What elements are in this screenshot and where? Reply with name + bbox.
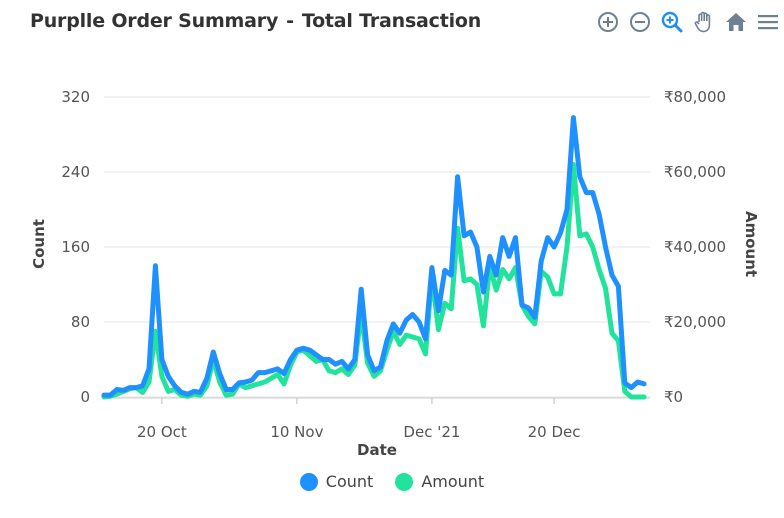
pan-hand-icon xyxy=(694,11,711,33)
x-axis: 20 Oct 10 Nov Dec '21 20 Dec xyxy=(104,397,650,441)
chart-toolbar xyxy=(594,8,782,36)
x-tick-label: Dec '21 xyxy=(403,423,460,441)
legend-item-count[interactable]: Count xyxy=(299,472,374,491)
x-tick-label: 20 Dec xyxy=(528,423,581,441)
y-right-tick-label: ₹80,000 xyxy=(664,88,726,106)
y-left-tick-label: 0 xyxy=(80,388,90,406)
chart-title: Purplle Order Summary - Total Transaction xyxy=(30,10,481,32)
zoom-out-icon xyxy=(630,12,650,32)
amount-series-line xyxy=(101,162,647,400)
y-right-tick-label: ₹0 xyxy=(664,388,683,406)
x-tick-label: 20 Oct xyxy=(137,423,187,441)
legend-item-amount[interactable]: Amount xyxy=(395,472,484,491)
y-right-tick-label: ₹40,000 xyxy=(664,238,726,256)
zoom-in-button[interactable] xyxy=(594,8,622,36)
legend-label-amount: Amount xyxy=(421,472,485,491)
y-left-tick-label: 240 xyxy=(61,163,90,181)
legend-marker-amount xyxy=(395,472,414,491)
grid-lines xyxy=(104,96,650,398)
zoom-out-button[interactable] xyxy=(626,8,654,36)
y-left-tick-label: 160 xyxy=(61,238,90,256)
y-axis-right: ₹0 ₹20,000 ₹40,000 ₹60,000 ₹80,000 xyxy=(664,88,726,406)
x-axis-title: Date xyxy=(357,441,397,459)
y-left-tick-label: 320 xyxy=(61,88,90,106)
y-right-tick-label: ₹60,000 xyxy=(664,163,726,181)
chart-plot: 0 80 160 240 320 ₹0 ₹20,000 ₹40,000 ₹60,000 ₹80,… xyxy=(30,88,760,459)
count-series-line xyxy=(101,115,647,398)
y-right-tick-label: ₹20,000 xyxy=(664,313,726,331)
subtitle-text: Total Transaction xyxy=(301,10,482,32)
zoom-in-icon xyxy=(598,12,618,32)
selection-zoom-button[interactable] xyxy=(658,8,686,36)
y-axis-left: 0 80 160 240 320 xyxy=(61,88,90,406)
legend-marker-count xyxy=(299,472,318,491)
reset-zoom-button[interactable] xyxy=(722,8,750,36)
menu-icon xyxy=(758,15,778,30)
selection-zoom-icon xyxy=(661,11,683,33)
y-axis-right-title: Amount xyxy=(742,211,760,277)
menu-button[interactable] xyxy=(754,8,782,36)
series-lines[interactable] xyxy=(101,115,647,400)
y-left-tick-label: 80 xyxy=(71,313,90,331)
y-axis-left-title: Count xyxy=(30,219,48,269)
pan-button[interactable] xyxy=(690,8,718,36)
x-tick-label: 10 Nov xyxy=(270,423,323,441)
title-separator: - xyxy=(286,10,294,32)
home-reset-icon xyxy=(726,13,746,31)
legend-label-count: Count xyxy=(325,472,374,491)
title-text: Purplle Order Summary xyxy=(30,10,279,32)
legend: Count Amount xyxy=(0,472,784,491)
